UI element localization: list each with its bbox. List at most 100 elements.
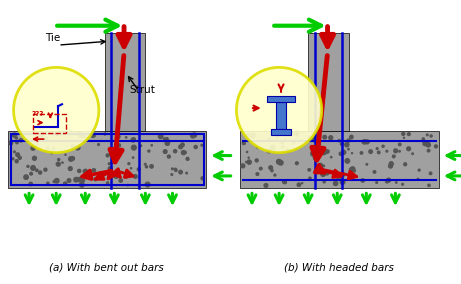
Circle shape	[283, 180, 286, 183]
Circle shape	[44, 168, 47, 171]
Circle shape	[392, 155, 395, 158]
Circle shape	[13, 67, 99, 153]
Circle shape	[134, 175, 137, 178]
Circle shape	[430, 135, 432, 137]
Circle shape	[108, 167, 112, 171]
Circle shape	[324, 151, 327, 154]
Circle shape	[125, 177, 127, 178]
Circle shape	[347, 139, 350, 142]
Circle shape	[81, 179, 84, 182]
Circle shape	[166, 138, 168, 140]
Circle shape	[361, 179, 365, 182]
Circle shape	[127, 184, 129, 186]
Circle shape	[301, 183, 303, 184]
Circle shape	[165, 141, 170, 145]
Circle shape	[278, 160, 283, 165]
Circle shape	[389, 162, 393, 166]
Circle shape	[281, 141, 284, 144]
Circle shape	[282, 146, 284, 148]
Circle shape	[115, 148, 118, 151]
Circle shape	[337, 175, 341, 179]
Circle shape	[27, 165, 29, 167]
Circle shape	[354, 170, 355, 172]
Circle shape	[71, 145, 75, 148]
Circle shape	[323, 165, 325, 167]
Circle shape	[132, 157, 134, 158]
Circle shape	[104, 133, 106, 135]
Circle shape	[71, 156, 75, 160]
Circle shape	[399, 151, 400, 152]
Circle shape	[24, 175, 28, 179]
Circle shape	[342, 150, 346, 154]
Circle shape	[241, 164, 245, 168]
Circle shape	[408, 133, 410, 135]
Circle shape	[16, 141, 18, 144]
Circle shape	[53, 181, 55, 183]
Circle shape	[114, 174, 118, 178]
Polygon shape	[267, 97, 295, 102]
Circle shape	[125, 137, 127, 138]
Circle shape	[76, 145, 80, 150]
Circle shape	[329, 136, 333, 140]
Circle shape	[417, 178, 419, 180]
Circle shape	[257, 147, 258, 148]
Circle shape	[345, 159, 349, 163]
Circle shape	[396, 182, 397, 183]
Circle shape	[31, 166, 35, 170]
Circle shape	[318, 163, 323, 168]
Circle shape	[119, 179, 123, 182]
Circle shape	[349, 168, 354, 172]
Circle shape	[428, 184, 430, 187]
Circle shape	[422, 138, 425, 140]
Circle shape	[163, 150, 167, 153]
Circle shape	[164, 138, 166, 140]
Circle shape	[418, 169, 420, 171]
Circle shape	[109, 154, 111, 155]
Circle shape	[148, 150, 150, 152]
Circle shape	[32, 156, 36, 160]
Circle shape	[268, 138, 270, 140]
Circle shape	[150, 165, 153, 168]
Circle shape	[323, 181, 325, 183]
Circle shape	[403, 137, 404, 138]
Circle shape	[18, 156, 21, 159]
Circle shape	[385, 180, 389, 183]
Circle shape	[173, 150, 177, 153]
Circle shape	[9, 141, 12, 145]
Text: Tie: Tie	[45, 33, 60, 43]
Circle shape	[159, 134, 163, 139]
Circle shape	[56, 162, 60, 166]
Circle shape	[79, 183, 84, 187]
Circle shape	[250, 133, 255, 138]
Circle shape	[271, 170, 273, 172]
Circle shape	[322, 151, 325, 155]
Polygon shape	[272, 130, 291, 135]
Circle shape	[167, 155, 171, 158]
Circle shape	[394, 149, 397, 153]
Circle shape	[426, 143, 431, 147]
Circle shape	[376, 148, 378, 149]
Circle shape	[62, 162, 63, 163]
Circle shape	[366, 164, 367, 165]
Circle shape	[330, 138, 331, 140]
Circle shape	[407, 147, 411, 151]
Circle shape	[284, 139, 286, 141]
Circle shape	[284, 181, 286, 184]
Circle shape	[146, 166, 148, 168]
Circle shape	[297, 183, 301, 186]
Circle shape	[360, 152, 363, 154]
Circle shape	[402, 183, 403, 185]
Circle shape	[333, 181, 337, 185]
Circle shape	[247, 160, 251, 164]
Circle shape	[313, 137, 314, 139]
Circle shape	[78, 132, 83, 137]
Circle shape	[106, 182, 109, 184]
Circle shape	[83, 169, 88, 174]
Circle shape	[182, 151, 185, 154]
Circle shape	[277, 159, 281, 164]
Circle shape	[264, 183, 268, 187]
Circle shape	[84, 136, 86, 137]
Circle shape	[369, 150, 372, 153]
Circle shape	[184, 151, 186, 154]
Circle shape	[201, 177, 204, 180]
